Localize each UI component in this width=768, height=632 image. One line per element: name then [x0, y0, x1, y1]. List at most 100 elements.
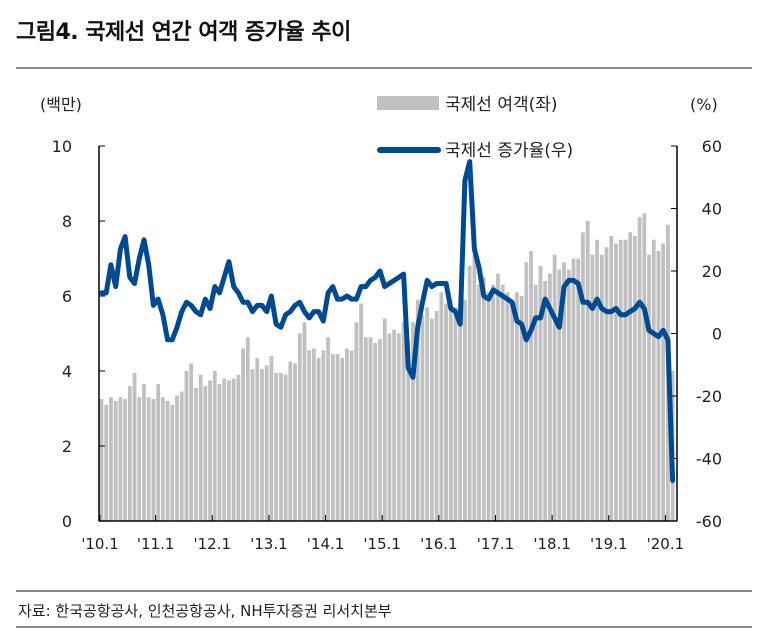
bar: [359, 303, 363, 521]
source-note: 자료: 한국공항공사, 인천공항공사, NH투자증권 리서치본부: [18, 602, 392, 620]
bar: [618, 239, 623, 521]
bar: [245, 337, 250, 521]
bar: [661, 243, 666, 521]
bar: [241, 348, 245, 521]
bar: [439, 292, 444, 521]
bar: [127, 386, 132, 521]
bar: [118, 397, 123, 521]
bar: [236, 374, 241, 521]
x-tick-label: '19.1: [590, 535, 628, 553]
right-tick-label: -60: [696, 512, 722, 531]
bar: [151, 399, 156, 521]
bar: [448, 307, 453, 521]
chart: 0 2 4 6 8 10 -60 -40 -20 0 20 40 60 '10.1 '11.1 '12.1 '1…: [40, 95, 722, 553]
bar: [208, 380, 212, 521]
left-tick-label: 6: [62, 287, 72, 306]
bar: [203, 386, 208, 521]
bar: [396, 333, 401, 521]
bar: [349, 350, 354, 521]
bar: [198, 374, 203, 521]
right-tick-label: 60: [702, 137, 722, 156]
x-tick-label: '14.1: [307, 535, 345, 553]
bar: [146, 397, 151, 521]
x-tick-label: '13.1: [250, 535, 288, 553]
bar: [132, 372, 137, 521]
bar: [212, 371, 217, 521]
bar: [458, 296, 463, 521]
bar: [302, 322, 307, 521]
bar: [500, 284, 505, 521]
bar: [430, 318, 434, 521]
bar: [614, 243, 618, 521]
bar: [548, 273, 552, 521]
bar: [477, 284, 481, 521]
bar: [647, 254, 651, 521]
bar: [609, 236, 614, 521]
bar: [363, 337, 368, 521]
bar: [401, 322, 406, 521]
bar: [585, 221, 590, 521]
bar: [123, 399, 127, 521]
left-tick-label: 2: [62, 437, 72, 456]
bar: [628, 232, 633, 521]
bar: [165, 401, 170, 521]
bar: [99, 399, 104, 521]
bar: [566, 269, 571, 521]
growth-line: [99, 159, 676, 483]
right-tick-label: 20: [702, 262, 722, 281]
bar: [571, 258, 576, 521]
legend-line-label: 국제선 증가율(우): [445, 141, 573, 161]
bar: [269, 356, 274, 521]
bar: [335, 354, 340, 521]
bar: [326, 337, 330, 521]
bar: [557, 269, 562, 521]
bar: [222, 378, 227, 521]
bar: [420, 314, 425, 521]
left-unit-label: (백만): [40, 95, 82, 114]
bar: [156, 384, 161, 521]
bar: [255, 357, 260, 521]
bar: [656, 251, 661, 521]
bar: [307, 350, 312, 521]
bar: [260, 369, 264, 521]
bar: [175, 395, 179, 521]
bar: [595, 239, 599, 521]
bar: [382, 318, 387, 521]
bar: [406, 341, 411, 521]
x-tick-label: '18.1: [533, 535, 571, 553]
source-divider: [16, 590, 752, 592]
title-divider: [16, 67, 752, 69]
bar: [444, 303, 448, 521]
x-tick-label: '10.1: [81, 535, 119, 553]
bar: [481, 277, 486, 521]
bar: [194, 387, 198, 521]
bar: [533, 284, 538, 521]
left-tick-label: 8: [62, 212, 72, 231]
bar: [170, 404, 175, 521]
bar: [651, 239, 656, 521]
bar: [590, 254, 595, 521]
x-tick-label: '17.1: [477, 535, 515, 553]
bar: [137, 397, 142, 521]
bar: [345, 348, 349, 521]
x-tick-label: '20.1: [647, 535, 685, 553]
right-tick-label: -40: [696, 450, 722, 469]
bar: [316, 357, 321, 521]
bar: [378, 339, 382, 521]
bar: [510, 303, 515, 521]
bar: [463, 299, 467, 521]
bar: [434, 311, 439, 521]
left-tick-label: 0: [62, 512, 72, 531]
bar: [330, 354, 335, 521]
bar: [505, 292, 510, 521]
bar: [486, 292, 491, 521]
bar: [142, 384, 146, 521]
bar: [278, 372, 283, 521]
bar: [321, 350, 326, 521]
right-unit-label: (%): [690, 95, 718, 114]
bar: [562, 262, 566, 521]
x-tick-label: '16.1: [420, 535, 458, 553]
bar: [340, 357, 345, 521]
bar: [623, 239, 628, 521]
bar: [354, 322, 359, 521]
